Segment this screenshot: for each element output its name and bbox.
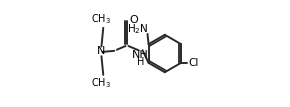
Text: H$_2$N: H$_2$N xyxy=(127,22,149,36)
Text: O: O xyxy=(130,15,139,25)
Text: H: H xyxy=(137,57,144,67)
Text: N: N xyxy=(97,46,106,56)
Text: CH$_3$: CH$_3$ xyxy=(91,12,111,26)
Text: Cl: Cl xyxy=(188,58,199,68)
Text: NH: NH xyxy=(132,50,148,60)
Text: CH$_3$: CH$_3$ xyxy=(91,77,111,90)
